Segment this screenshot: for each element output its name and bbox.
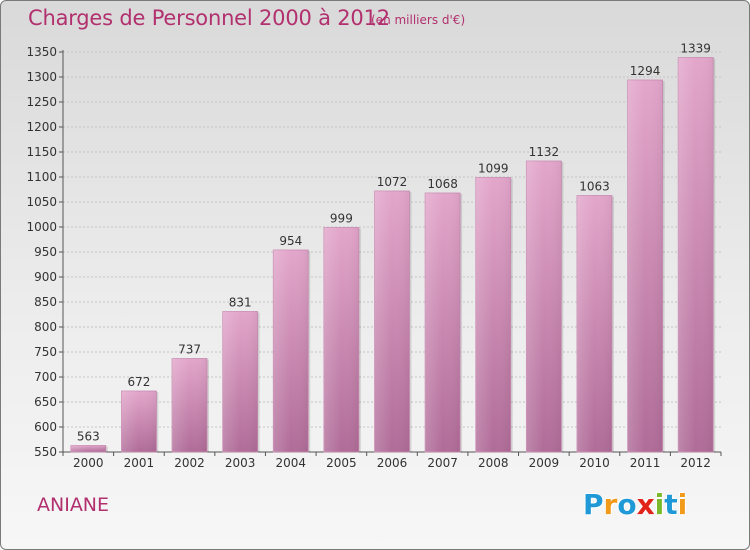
y-tick-label: 1100 [26,170,57,184]
bar-highlight [627,80,663,452]
place-name: ANIANE [37,494,110,516]
x-axis-ticks: 2000 2001 2002 2003 2004 2005 2006 2007 2008 2009… [62,452,722,470]
data-label: 672 [127,375,150,389]
chart-title: Charges de Personnel 2000 à 2012 [28,6,390,30]
y-tick-label: 700 [34,370,57,384]
bar-highlight [576,195,612,452]
x-tick-label: 2010 [579,456,610,470]
y-tick-label: 1050 [26,195,57,209]
y-tick-label: 850 [34,295,57,309]
data-label: 999 [330,212,353,226]
data-label: 831 [229,296,252,310]
y-tick-label: 1200 [26,120,57,134]
bar-highlight [526,161,562,452]
logo-letter: P [583,488,604,521]
x-tick-label: 2011 [630,456,661,470]
x-tick-label: 2005 [326,456,357,470]
data-label: 1068 [427,177,458,191]
y-tick-label: 600 [34,420,57,434]
proxiti-logo: Proxiti [583,488,687,521]
x-tick-label: 2006 [377,456,408,470]
bar-highlight [374,191,410,452]
data-label: 1132 [529,145,560,159]
x-tick-label: 2001 [124,456,155,470]
y-tick-label: 900 [34,270,57,284]
logo-letter: i [677,488,688,521]
logo-letter: t [664,488,678,521]
data-label: 1072 [377,175,408,189]
bar-highlight [425,193,461,452]
bar-highlight [475,177,511,452]
data-labels: 563 672 737 831 954 999 1072 1068 1099 1132 1063 12… [77,42,711,444]
y-tick-label: 800 [34,320,57,334]
x-tick-label: 2000 [73,456,104,470]
logo-letter: i [654,488,665,521]
y-tick-label: 1350 [26,45,57,59]
y-tick-label: 750 [34,345,57,359]
x-tick-label: 2007 [427,456,458,470]
x-tick-label: 2008 [478,456,509,470]
bar-highlight [273,250,309,452]
bar-highlight [678,57,714,452]
x-tick-label: 2002 [174,456,205,470]
bar-highlight [121,391,157,452]
data-label: 563 [77,430,100,444]
y-tick-label: 650 [34,395,57,409]
y-tick-label: 1300 [26,70,57,84]
y-tick-label: 550 [34,445,57,459]
y-axis-ticks: 550 600 650 700 750 800 850 900 950 1000 1050 1100 1… [26,45,63,459]
x-tick-label: 2004 [275,456,306,470]
bar-highlight [172,358,208,452]
y-tick-label: 1250 [26,95,57,109]
logo-letter: r [603,488,618,521]
x-tick-label: 2012 [680,456,711,470]
bars [70,57,716,453]
logo-letter: o [617,488,637,521]
bar-highlight [323,227,359,452]
data-label: 1063 [579,180,610,194]
data-label: 737 [178,343,201,357]
y-tick-label: 1000 [26,220,57,234]
logo-letter: x [636,488,655,521]
data-label: 954 [279,234,302,248]
y-tick-label: 1150 [26,145,57,159]
data-label: 1294 [630,64,661,78]
x-tick-label: 2009 [529,456,560,470]
chart-unit-note: (en milliers d'€) [371,13,466,27]
bar-highlight [222,311,258,452]
bar-highlight [70,445,106,452]
y-tick-label: 950 [34,245,57,259]
data-label: 1099 [478,162,509,176]
data-label: 1339 [680,42,711,56]
x-tick-label: 2003 [225,456,256,470]
